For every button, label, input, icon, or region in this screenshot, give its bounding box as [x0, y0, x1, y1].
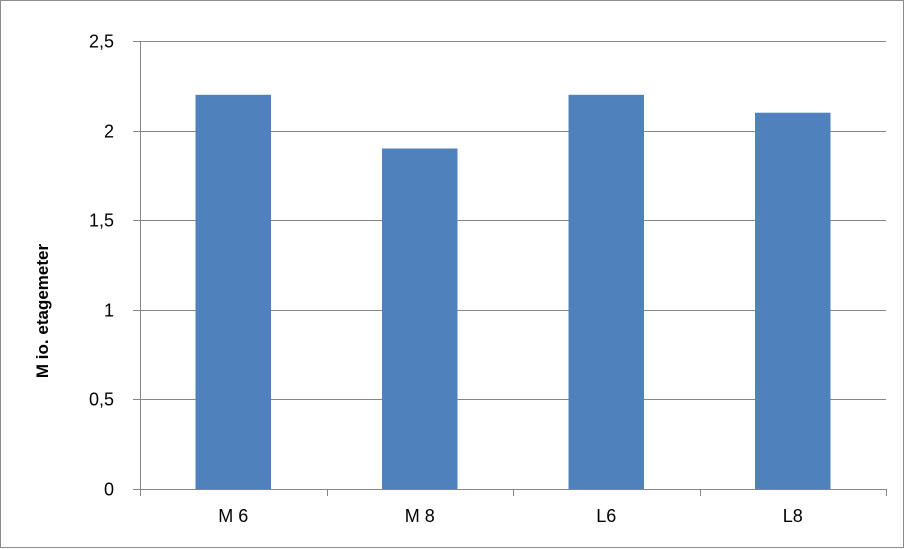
x-tick-label: M 8 — [405, 506, 435, 526]
x-tick-label: L6 — [596, 506, 616, 526]
x-tick-label: L8 — [783, 506, 803, 526]
bar — [196, 95, 272, 489]
y-tick-label: 1,5 — [89, 211, 114, 231]
y-tick-labels: 0 0,5 1 1,5 2 2,5 — [89, 32, 114, 500]
y-tick-label: 0,5 — [89, 390, 114, 410]
y-tick-label: 1 — [104, 301, 114, 321]
y-tick-label: 2,5 — [89, 32, 114, 52]
bar — [755, 113, 831, 489]
bars — [196, 95, 831, 489]
bar — [569, 95, 645, 489]
x-tick-labels: M 6 M 8 L6 L8 — [218, 506, 803, 526]
y-tick-label: 2 — [104, 122, 114, 142]
y-axis-title: M io. etagemeter — [33, 244, 52, 379]
y-tick-label: 0 — [104, 480, 114, 500]
bar — [382, 149, 458, 490]
x-tick-label: M 6 — [218, 506, 248, 526]
